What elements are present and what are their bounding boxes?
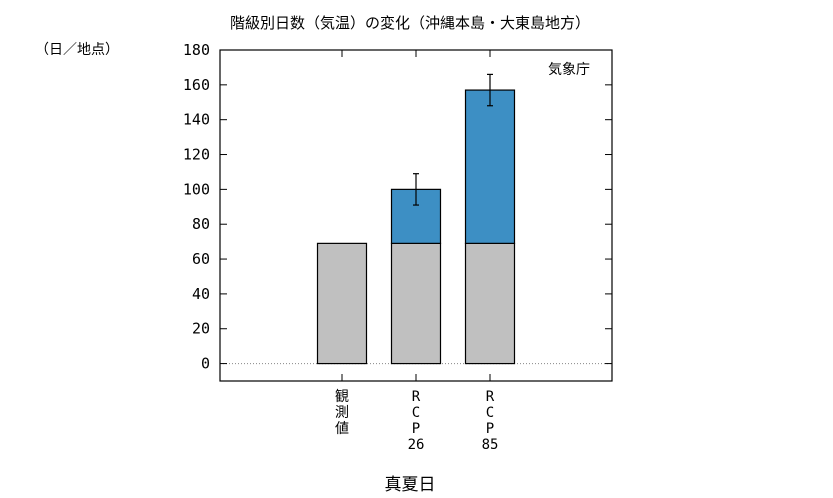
y-tick-label-20: 20 — [192, 320, 210, 338]
x-category-label-RCP26-1: C — [412, 405, 420, 421]
x-axis-title: 真夏日 — [385, 475, 436, 495]
x-category-label-観測値-1: 測 — [335, 405, 349, 421]
x-category-label-RCP85-2: P — [486, 421, 494, 437]
y-tick-label-160: 160 — [183, 76, 210, 94]
x-category-label-観測値-0: 観 — [335, 388, 349, 405]
x-category-label-RCP85-0: R — [486, 389, 495, 405]
y-tick-label-180: 180 — [183, 41, 210, 59]
x-category-label-RCP85-1: C — [486, 405, 494, 421]
y-tick-label-120: 120 — [183, 146, 210, 164]
x-category-label-RCP85-3: 85 — [482, 437, 499, 453]
y-tick-label-140: 140 — [183, 111, 210, 129]
y-tick-label-80: 80 — [192, 215, 210, 233]
y-tick-label-100: 100 — [183, 180, 210, 198]
y-tick-label-60: 60 — [192, 250, 210, 268]
x-category-label-RCP26-3: 26 — [408, 437, 425, 453]
y-tick-label-0: 0 — [201, 355, 210, 373]
chart-title: 階級別日数（気温）の変化（沖縄本島・大東島地方） — [230, 14, 590, 32]
bar-RCP26-segment-0 — [390, 242, 442, 365]
source-label: 気象庁 — [548, 62, 590, 78]
bar-観測値-segment-0 — [316, 242, 368, 365]
y-tick-label-40: 40 — [192, 285, 210, 303]
x-category-label-RCP26-2: P — [412, 421, 420, 437]
bar-RCP85-segment-0 — [464, 242, 516, 365]
y-axis-unit-label: （日／地点） — [35, 42, 119, 58]
bar-RCP85-segment-1 — [464, 89, 516, 244]
x-category-label-観測値-2: 値 — [335, 421, 349, 437]
x-category-label-RCP26-0: R — [412, 389, 421, 405]
